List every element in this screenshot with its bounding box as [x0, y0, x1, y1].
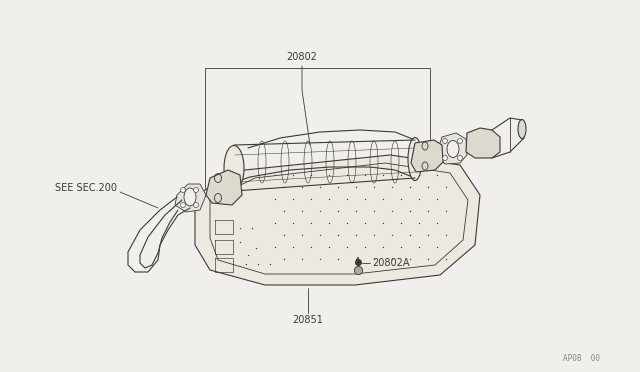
- Ellipse shape: [447, 141, 459, 157]
- Polygon shape: [411, 140, 443, 172]
- Ellipse shape: [193, 202, 198, 208]
- Ellipse shape: [180, 202, 186, 208]
- Ellipse shape: [224, 145, 244, 190]
- Polygon shape: [195, 155, 480, 285]
- Text: AP08  00: AP08 00: [563, 354, 600, 363]
- Text: 20851: 20851: [292, 315, 323, 325]
- Ellipse shape: [180, 187, 186, 192]
- Polygon shape: [466, 128, 500, 158]
- Text: 20802: 20802: [287, 52, 317, 62]
- Polygon shape: [438, 133, 467, 164]
- Ellipse shape: [408, 138, 422, 180]
- Ellipse shape: [518, 119, 526, 138]
- Ellipse shape: [193, 187, 198, 192]
- Text: SEE SEC.200: SEE SEC.200: [55, 183, 117, 193]
- Ellipse shape: [442, 155, 447, 160]
- Ellipse shape: [458, 155, 463, 160]
- Text: 20802A: 20802A: [372, 258, 410, 268]
- Ellipse shape: [184, 188, 196, 206]
- Ellipse shape: [442, 138, 447, 144]
- Polygon shape: [206, 170, 242, 205]
- Ellipse shape: [458, 138, 463, 144]
- Polygon shape: [175, 184, 206, 212]
